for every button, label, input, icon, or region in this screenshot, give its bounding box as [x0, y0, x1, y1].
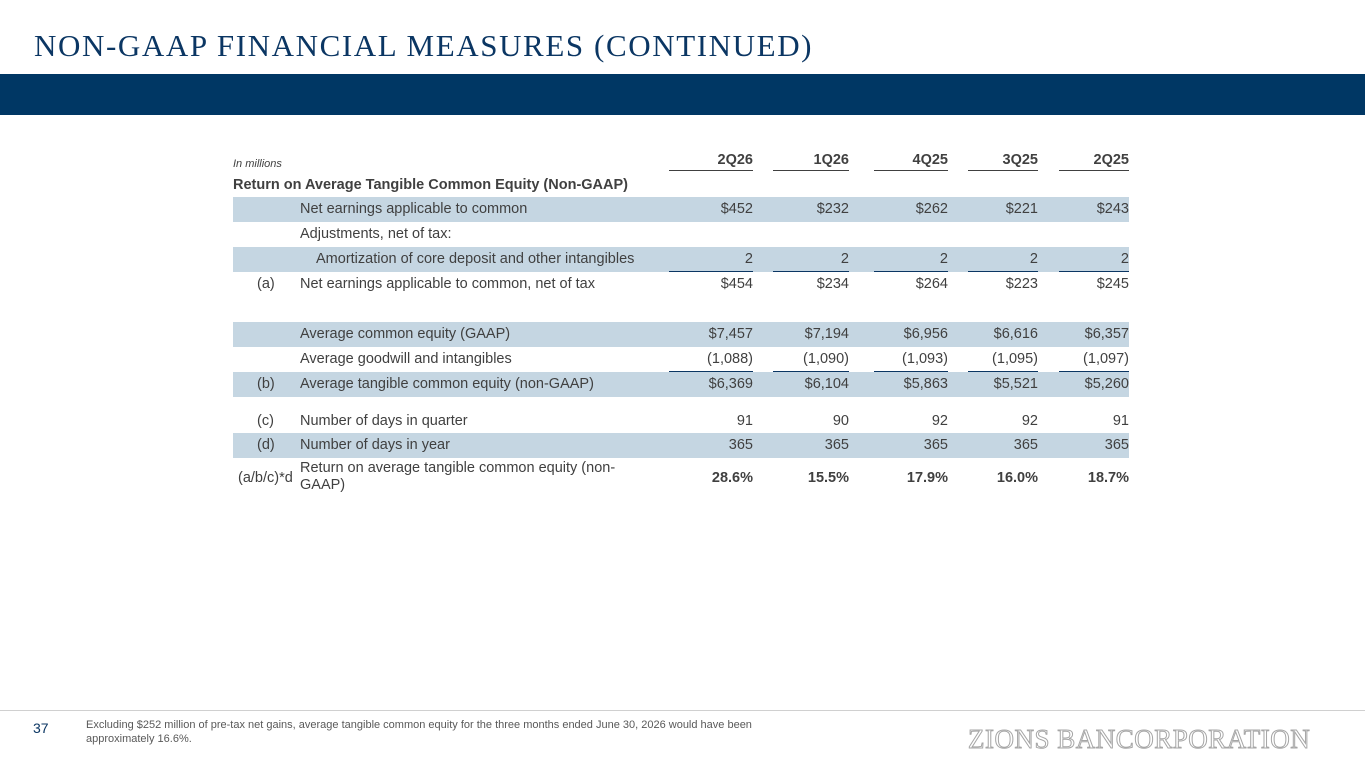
column-header: 4Q25 [874, 150, 948, 171]
cell-value: 17.9% [906, 470, 948, 486]
cell-value: $7,194 [804, 326, 849, 342]
section-title-row: Return on Average Tangible Common Equity… [233, 174, 1129, 197]
logo-text: ZIONS BANCORPORATION [968, 724, 1310, 753]
cell-value: $6,357 [1084, 326, 1129, 342]
cell-value: 92 [931, 413, 948, 429]
cell-value: $234 [816, 276, 849, 292]
footer-divider [0, 710, 1365, 711]
cell-value: $5,863 [903, 376, 948, 392]
cell-value: 365 [1013, 437, 1038, 453]
cell-value: (1,088) [669, 347, 753, 372]
row-description: Average tangible common equity (non-GAAP… [300, 376, 594, 392]
page-number: 37 [33, 720, 49, 736]
cell-value: $262 [915, 201, 948, 217]
cell-value: (1,095) [968, 347, 1038, 372]
footnote: Excluding $252 million of pre-tax net ga… [86, 719, 752, 745]
row-description: Amortization of core deposit and other i… [316, 251, 635, 267]
cell-value: $5,260 [1084, 376, 1129, 392]
cell-value: 2 [968, 247, 1038, 272]
table-row: Average goodwill and intangibles (1,088)… [233, 347, 1129, 372]
row-description: Net earnings applicable to common [300, 201, 528, 217]
spacer-row [233, 297, 1129, 322]
spacer-row [233, 397, 1129, 409]
table-row: Net earnings applicable to common $452 $… [233, 197, 1129, 222]
row-label: (b) [257, 376, 275, 392]
row-label: (a/b/c)*d [238, 470, 293, 486]
row-description: Net earnings applicable to common, net o… [300, 276, 595, 292]
cell-value: 2 [1059, 247, 1129, 272]
row-description: Average goodwill and intangibles [300, 351, 512, 367]
row-label: (c) [257, 413, 274, 429]
cell-value: $243 [1096, 201, 1129, 217]
cell-value: 2 [773, 247, 849, 272]
row-label: (a) [257, 276, 275, 292]
cell-value: 16.0% [996, 470, 1038, 486]
cell-value: 28.6% [711, 470, 753, 486]
row-description: Number of days in quarter [300, 413, 468, 429]
cell-value: 15.5% [807, 470, 849, 486]
cell-value: $232 [816, 201, 849, 217]
cell-value: $454 [720, 276, 753, 292]
financial-table: In millions 2Q26 1Q26 4Q25 3Q25 2Q25 Ret… [233, 150, 1129, 498]
table-header-row: In millions 2Q26 1Q26 4Q25 3Q25 2Q25 [233, 150, 1129, 174]
row-description: Return on average tangible common equity… [300, 460, 616, 493]
row-description: Average common equity (GAAP) [300, 326, 511, 342]
cell-value: $5,521 [993, 376, 1038, 392]
cell-value: $223 [1005, 276, 1038, 292]
cell-value: 18.7% [1087, 470, 1129, 486]
cell-value: $452 [720, 201, 753, 217]
cell-value: $6,104 [804, 376, 849, 392]
table-row: (a) Net earnings applicable to common, n… [233, 272, 1129, 297]
section-title: Return on Average Tangible Common Equity… [233, 177, 628, 193]
cell-value: 91 [1112, 413, 1129, 429]
cell-value: $221 [1005, 201, 1038, 217]
table-row: (b) Average tangible common equity (non-… [233, 372, 1129, 397]
cell-value: $264 [915, 276, 948, 292]
cell-value: $6,369 [708, 376, 753, 392]
column-header: 1Q26 [773, 150, 849, 171]
header-band [0, 74, 1365, 115]
cell-value: 365 [824, 437, 849, 453]
table-row: (c) Number of days in quarter 91 90 92 9… [233, 409, 1129, 433]
table-row: Average common equity (GAAP) $7,457 $7,1… [233, 322, 1129, 347]
row-description: Number of days in year [300, 437, 450, 453]
table-row: Amortization of core deposit and other i… [233, 247, 1129, 272]
column-header: 2Q25 [1059, 150, 1129, 171]
cell-value: (1,093) [874, 347, 948, 372]
table-row: (a/b/c)*d Return on average tangible com… [233, 458, 1129, 498]
table-row: Adjustments, net of tax: [233, 222, 1129, 247]
cell-value: 2 [669, 247, 753, 272]
cell-value: 90 [832, 413, 849, 429]
column-header: 3Q25 [968, 150, 1038, 171]
cell-value: $7,457 [708, 326, 753, 342]
row-description: Adjustments, net of tax: [300, 226, 452, 242]
cell-value: 365 [1104, 437, 1129, 453]
units-note: In millions [233, 158, 282, 170]
cell-value: $6,616 [993, 326, 1038, 342]
cell-value: 2 [874, 247, 948, 272]
zions-bancorporation-logo: ZIONS BANCORPORATION [968, 724, 1310, 754]
column-header: 2Q26 [669, 150, 753, 171]
cell-value: 91 [736, 413, 753, 429]
cell-value: $245 [1096, 276, 1129, 292]
cell-value: $6,956 [903, 326, 948, 342]
cell-value: (1,097) [1059, 347, 1129, 372]
table-row: (d) Number of days in year 365 365 365 3… [233, 433, 1129, 458]
cell-value: 365 [728, 437, 753, 453]
cell-value: 92 [1021, 413, 1038, 429]
cell-value: 365 [923, 437, 948, 453]
row-label: (d) [257, 437, 275, 453]
cell-value: (1,090) [773, 347, 849, 372]
page-title: NON-GAAP FINANCIAL MEASURES (CONTINUED) [34, 28, 814, 63]
